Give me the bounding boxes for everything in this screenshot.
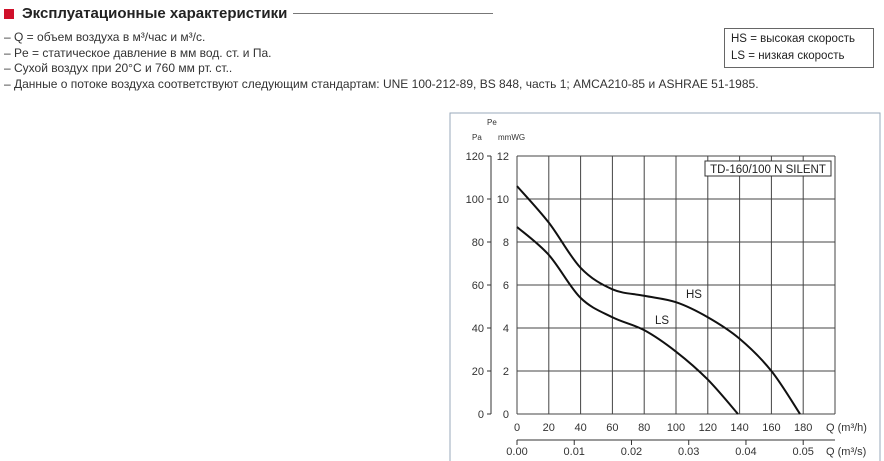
x-tick-label: 140 xyxy=(730,422,748,434)
pa-tick-label: 0 xyxy=(478,409,484,421)
note: – Pe = статическое давление в мм вод. ст… xyxy=(4,45,272,60)
mm-tick-label: 0 xyxy=(503,409,509,421)
note: – Сухой воздух при 20°C и 760 мм рт. ст.… xyxy=(4,61,233,75)
speed-legend: HS = высокая скорость LS = низкая скорос… xyxy=(724,28,874,68)
mm-tick-label: 2 xyxy=(503,366,509,378)
mm-tick-label: 8 xyxy=(503,237,509,249)
y-label-mmwg: mmWG xyxy=(498,133,525,142)
mm-tick-label: 10 xyxy=(497,194,509,206)
x2-tick-label: 0.04 xyxy=(735,446,756,458)
y-label-pa: Pa xyxy=(472,133,482,142)
x-tick-label: 180 xyxy=(794,422,812,434)
notes: – Q = объем воздуха в м³/час и м³/с. – P… xyxy=(4,30,759,92)
chart-panel-border xyxy=(449,112,881,461)
x-tick-label: 100 xyxy=(667,422,685,434)
x2-tick-label: 0.01 xyxy=(564,446,585,458)
mm-tick-label: 4 xyxy=(503,323,509,335)
chart-title-box xyxy=(704,160,832,177)
pa-tick-label: 40 xyxy=(472,323,484,335)
x2-tick-label: 0.05 xyxy=(792,446,813,458)
x2-tick-label: 0.03 xyxy=(678,446,699,458)
x-tick-label: 80 xyxy=(638,422,650,434)
x2-axis-label: Q (m³/s) xyxy=(826,446,866,458)
x-tick-label: 40 xyxy=(574,422,586,434)
x-tick-label: 20 xyxy=(543,422,555,434)
series-ls-line xyxy=(516,226,739,415)
pa-tick-label: 60 xyxy=(472,280,484,292)
y-label-pe: Pe xyxy=(487,118,497,127)
mm-tick-label: 12 xyxy=(497,151,509,163)
x2-tick-label: 0.00 xyxy=(506,446,527,458)
legend-hs: HS = высокая скорость xyxy=(731,33,855,45)
series-label-hs: HS xyxy=(686,289,702,301)
x-tick-label: 60 xyxy=(606,422,618,434)
header-rule xyxy=(293,13,494,14)
series-label-ls: LS xyxy=(655,315,669,327)
pa-tick-label: 20 xyxy=(472,366,484,378)
pa-tick-label: 80 xyxy=(472,237,484,249)
ls-label-bg xyxy=(652,312,672,326)
red-square-icon xyxy=(4,8,14,19)
x-axis-label: Q (m³/h) xyxy=(826,422,867,434)
mm-tick-label: 6 xyxy=(503,280,509,292)
pa-tick-label: 100 xyxy=(466,194,484,206)
note: – Q = объем воздуха в м³/час и м³/с. xyxy=(4,30,206,44)
x2-tick-label: 0.02 xyxy=(621,446,642,458)
x-tick-label: 120 xyxy=(699,422,717,434)
series-hs-line xyxy=(516,185,801,415)
x-tick-label: 160 xyxy=(762,422,780,434)
pa-tick-label: 120 xyxy=(466,151,484,163)
section-header: Эксплуатационные характеристики xyxy=(4,5,884,22)
note: – Данные о потоке воздуха соответствуют … xyxy=(4,76,759,91)
x-tick-label: 0 xyxy=(514,422,520,434)
legend-ls: LS = низкая скорость xyxy=(731,50,845,62)
section-title: Эксплуатационные характеристики xyxy=(22,5,288,22)
chart-title: TD-160/100 N SILENT xyxy=(710,164,826,176)
